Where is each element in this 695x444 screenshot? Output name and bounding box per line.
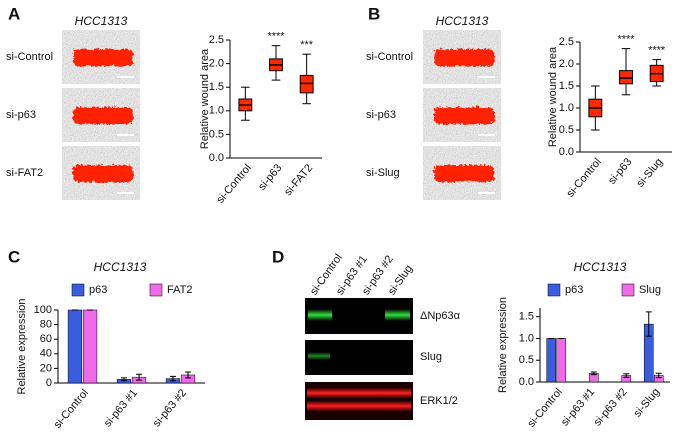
y-tick-label: 20 [40,362,52,374]
legend-swatch [149,283,163,297]
panel-letter: D [272,247,284,266]
y-tick-label: 40 [40,348,52,360]
image-label: si-FAT2 [6,167,43,179]
gel-band [308,352,330,360]
y-tick-label: 1.5 [519,311,534,323]
y-tick-label: 2.0 [559,58,574,70]
x-tick-label: si-FAT2 [282,162,315,198]
gel-band [308,309,332,321]
y-tick-label: 0.0 [519,376,534,388]
image-label: si-p63 [366,109,396,121]
x-tick-label: si-p63 [256,162,284,193]
y-tick-label: 0 [46,377,52,389]
y-tick-label: 60 [40,333,52,345]
y-tick-label: 1.0 [519,332,534,344]
y-tick-label: 0.0 [209,152,224,164]
x-tick-label: si-p63 #2 [151,387,189,429]
y-tick-label: 1.0 [559,102,574,114]
chart-title: HCC1313 [574,260,627,274]
wound-area [433,48,493,65]
x-tick-label: si-Control [214,162,253,206]
y-axis-label: Relative expression [497,297,509,393]
y-tick-label: 1.5 [209,81,224,93]
error-bar [169,375,176,382]
band-label: ERK1/2 [420,395,458,407]
image-label: si-p63 [6,109,36,121]
error-bar [136,373,143,381]
x-tick-label: si-Control [52,387,91,431]
image-label: si-Slug [366,167,400,179]
legend-label: p63 [89,284,107,296]
legend-label: Slug [639,284,661,296]
band-label: ΔNp63α [420,310,461,322]
y-tick-label: 0.0 [559,146,574,158]
y-axis-label: Relative wound area [199,48,211,149]
y-tick-label: 100 [34,304,52,316]
significance: **** [617,34,635,46]
error-bar [655,372,662,379]
wound-area [72,106,132,123]
wound-area [433,106,493,123]
y-tick-label: 0.5 [519,354,534,366]
panel-letter: B [368,4,380,23]
wound-area [72,164,132,181]
wound-area [433,164,493,181]
bar [67,309,83,384]
y-tick-label: 1.5 [559,80,574,92]
image-label: si-Control [366,51,413,63]
x-tick-label: si-Slug [634,156,665,189]
y-tick-label: 2.5 [559,36,574,48]
image-label: si-Control [6,51,53,63]
x-tick-label: si-p63 [606,156,634,187]
box [619,70,633,85]
gel-band [307,388,411,398]
panel-title: HCC1313 [75,14,128,28]
error-bar [623,373,630,378]
error-bar [590,371,597,376]
bar [82,309,98,384]
x-tick-label: si-Control [525,386,564,430]
y-tick-label: 2.0 [209,58,224,70]
chart-title: HCC1313 [94,260,147,274]
band-label: Slug [420,351,442,363]
gel-band [307,401,411,411]
panel-title: HCC1313 [436,14,489,28]
error-bar [120,377,127,382]
y-tick-label: 80 [40,319,52,331]
y-tick-label: 0.5 [559,124,574,136]
wound-area [72,48,132,65]
bar [556,338,567,383]
y-tick-label: 1.0 [209,105,224,117]
x-tick-label: si-p63 #1 [102,387,140,429]
y-tick-label: 2.5 [209,34,224,46]
legend-swatch [547,283,561,297]
significance: **** [267,31,285,43]
x-tick-label: si-p63 #2 [591,386,629,428]
legend-label: p63 [565,284,583,296]
panel-letter: A [8,4,20,23]
y-axis-label: Relative wound area [547,46,559,147]
significance: **** [648,45,666,57]
y-tick-label: 0.5 [209,128,224,140]
gel [305,298,413,420]
bar [546,338,557,383]
legend-swatch [621,283,635,297]
x-tick-label: si-Slug [631,386,662,419]
legend-swatch [71,283,85,297]
legend-label: FAT2 [167,284,192,296]
lane-label: si-Slug [386,263,415,297]
error-bar [185,371,192,379]
gel-band [385,309,410,321]
y-axis-label: Relative expression [16,299,28,395]
error-bar [645,311,652,337]
panel-letter: C [8,247,20,266]
x-tick-label: si-p63 #1 [559,386,597,428]
x-tick-label: si-Control [564,156,603,200]
significance: *** [300,39,314,51]
